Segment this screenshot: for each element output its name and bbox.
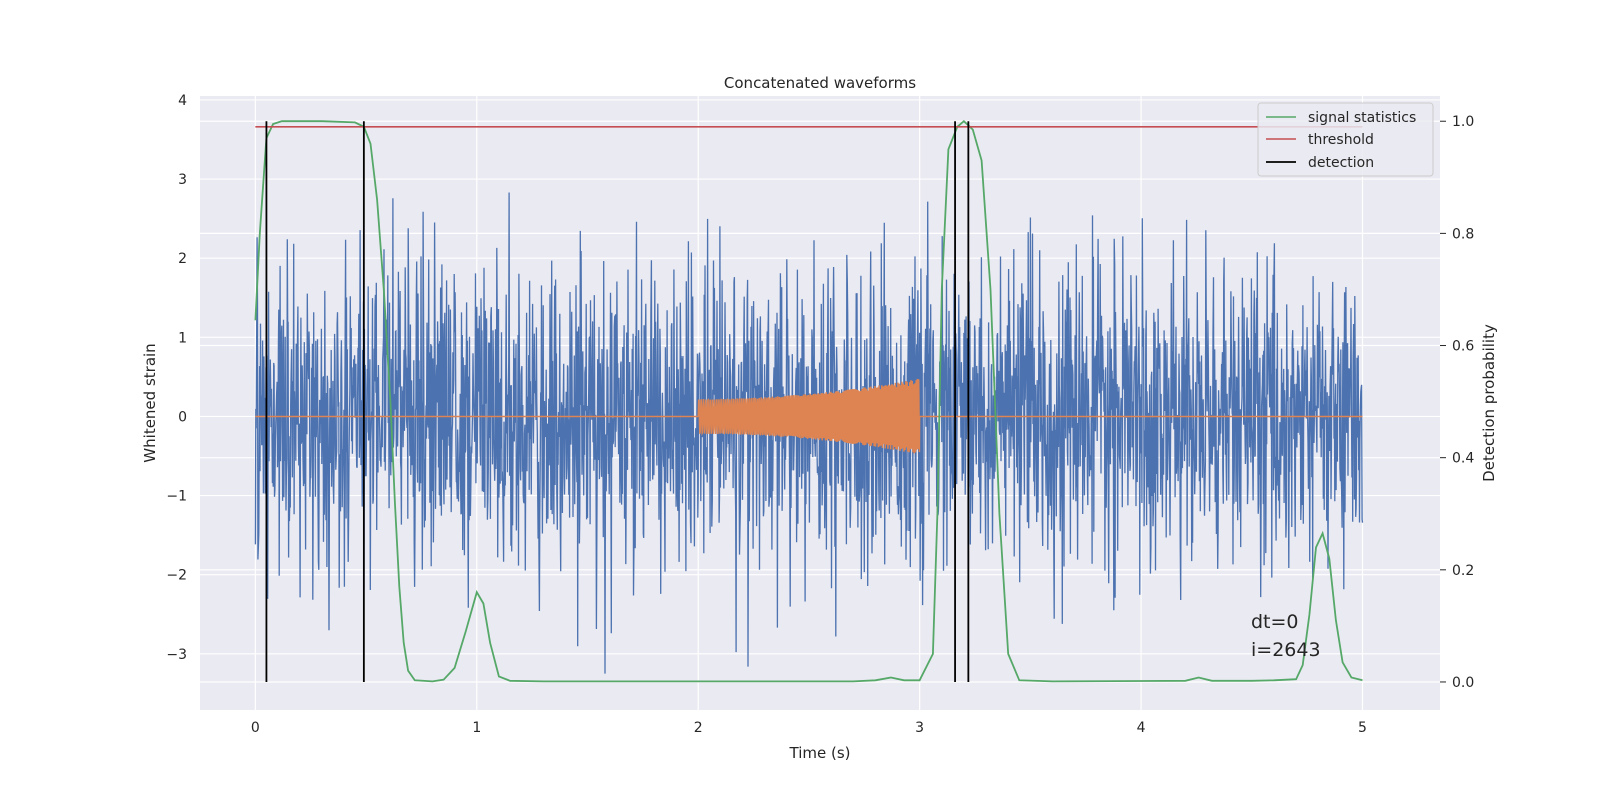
x-tick-label: 3 [915,720,924,736]
signal-statistics-line [254,119,1363,683]
strain-series-line [254,192,1364,674]
y-tick-label: −1 [166,489,187,505]
y-tick-label: 3 [178,172,187,188]
y-tick-label: 1 [178,330,187,346]
x-tick-label: 4 [1137,720,1146,736]
x-axis-label: Time (s) [789,744,851,762]
y2-axis-label: Detection probability [1480,324,1498,482]
x-tick-label: 1 [472,720,481,736]
y-axis-left: −3 −2 −1 0 1 2 3 4 [166,93,187,663]
annotation-line-i: i=2643 [1251,639,1321,661]
y-tick-label: −3 [166,647,187,663]
y2-tick-label: 0.8 [1452,226,1474,242]
chart-title: Concatenated waveforms [724,74,916,92]
y-axis-right: 0.0 0.2 0.4 0.6 0.8 1.0 [1440,114,1474,691]
y-axis-label: Whitened strain [141,343,159,462]
legend: signal statistics threshold detection [1257,102,1434,177]
x-tick-label: 5 [1358,720,1367,736]
y-tick-label: 4 [178,93,187,109]
plot-content [254,119,1364,683]
waveform-series-line [255,378,1363,454]
legend-label-threshold: threshold [1308,132,1374,148]
legend-label-signal-statistics: signal statistics [1308,110,1416,126]
x-tick-label: 0 [251,720,260,736]
annotation: dt=0 i=2643 [1251,611,1321,661]
legend-label-detection: detection [1308,155,1374,171]
legend-box [1257,102,1434,177]
y-tick-label: 2 [178,251,187,267]
y-tick-label: 0 [178,409,187,425]
y2-tick-label: 0.6 [1452,339,1474,355]
annotation-line-dt: dt=0 [1251,611,1299,633]
y2-tick-label: 0.2 [1452,563,1474,579]
x-axis: 0 1 2 3 4 5 [251,720,1367,736]
y-tick-label: −2 [166,568,187,584]
y2-tick-label: 0.0 [1452,675,1474,691]
y2-tick-label: 0.4 [1452,451,1474,467]
y2-tick-label: 1.0 [1452,114,1474,130]
x-tick-label: 2 [694,720,703,736]
